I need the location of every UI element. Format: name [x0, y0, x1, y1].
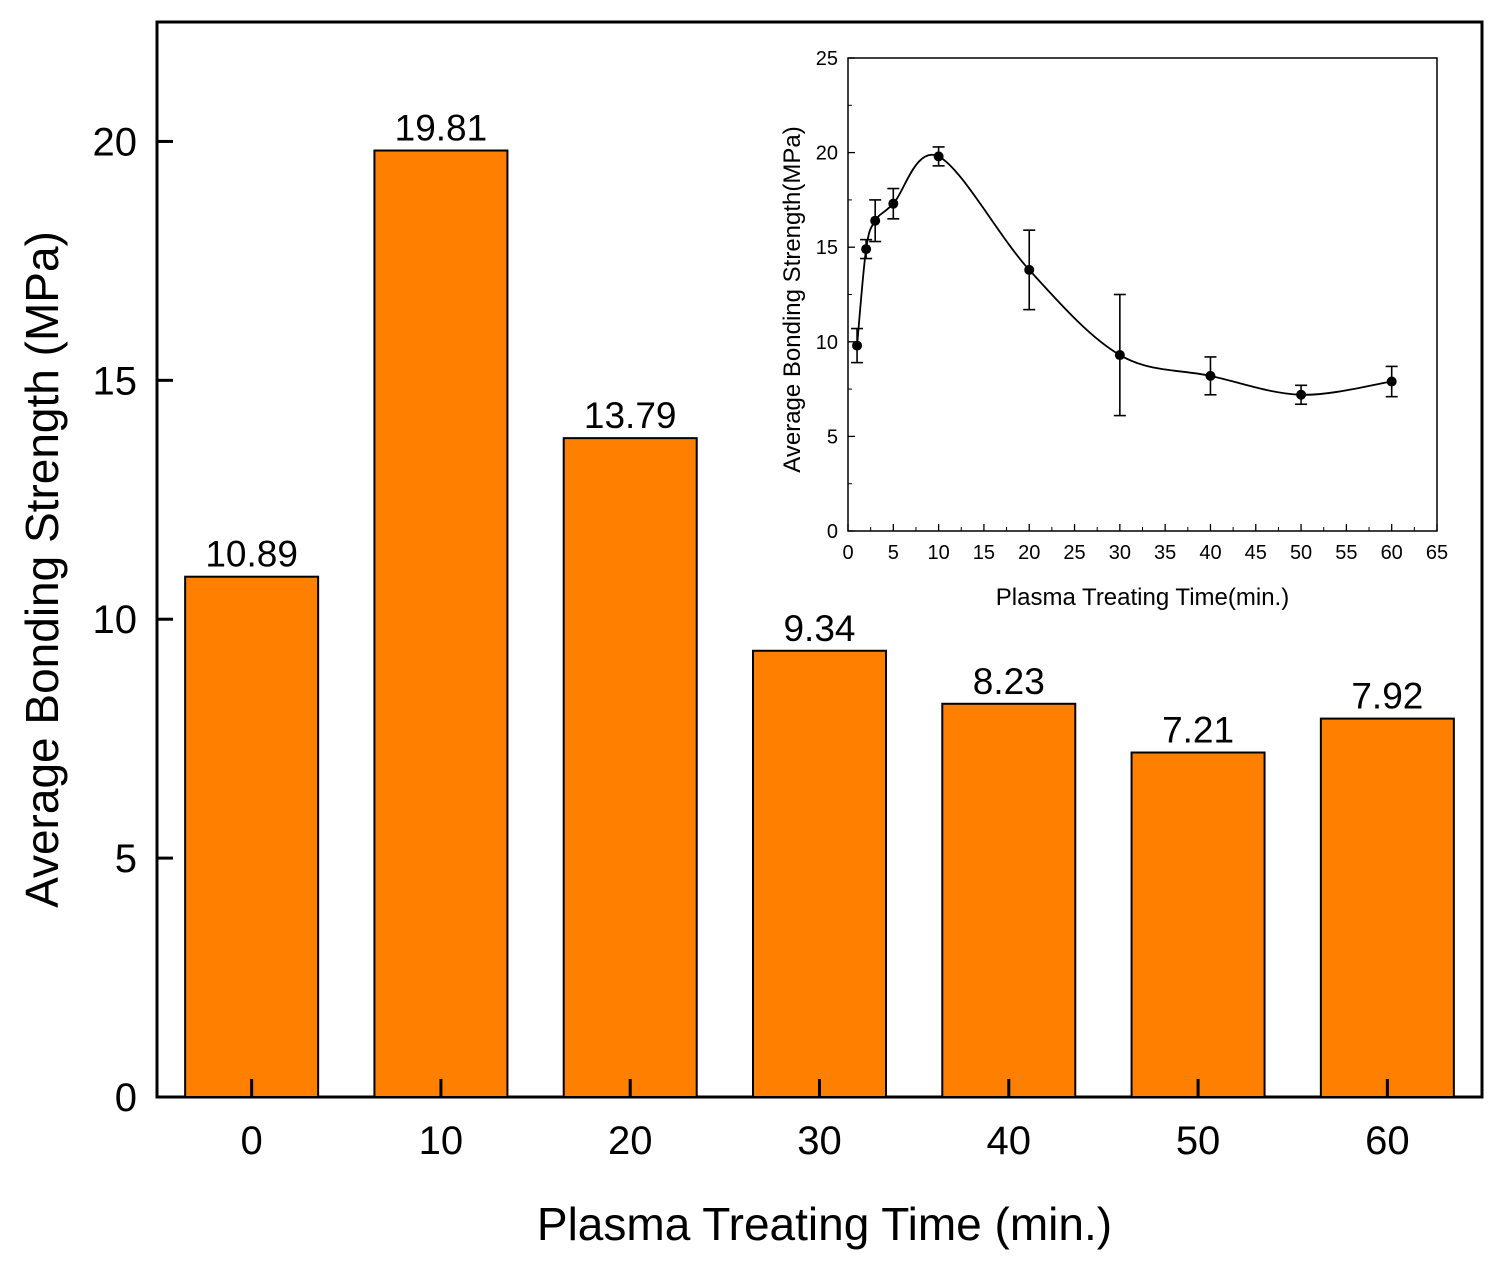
inset-point-1 [852, 340, 863, 351]
inset-point-10 [933, 151, 944, 162]
inset-point-60 [1386, 376, 1397, 387]
data-label-30: 9.34 [783, 608, 855, 649]
y-tick-label-5: 5 [115, 837, 137, 881]
x-tick-label-30: 30 [797, 1119, 842, 1163]
inset-y-tick-label-25: 25 [816, 48, 838, 70]
inset-x-tick-label-35: 35 [1154, 542, 1176, 564]
inset-point-5 [888, 198, 899, 209]
inset-plot-frame [847, 57, 1438, 532]
data-label-0: 10.89 [205, 534, 298, 575]
x-tick-label-40: 40 [987, 1119, 1032, 1163]
inset-x-tick-label-25: 25 [1063, 542, 1085, 564]
inset-point-3 [870, 215, 881, 226]
data-label-40: 8.23 [973, 661, 1045, 702]
inset-point-20 [1024, 264, 1035, 275]
inset-x-tick-label-5: 5 [888, 542, 899, 564]
inset-y-tick-label-10: 10 [816, 332, 838, 354]
x-tick-label-50: 50 [1176, 1119, 1221, 1163]
bar-50 [1130, 751, 1266, 1098]
inset-point-30 [1114, 350, 1125, 361]
inset-series-line [856, 153, 1392, 396]
bar-60 [1319, 717, 1455, 1098]
inset-x-tick-label-0: 0 [842, 542, 853, 564]
inset-x-tick-label-65: 65 [1426, 542, 1448, 564]
data-label-20: 13.79 [584, 395, 677, 436]
inset-x-tick-label-10: 10 [927, 542, 949, 564]
x-tick-label-60: 60 [1365, 1119, 1410, 1163]
x-tick-label-20: 20 [608, 1119, 653, 1163]
inset-x-tick-label-30: 30 [1109, 542, 1131, 564]
bar-10 [373, 149, 509, 1098]
bar-30 [752, 649, 887, 1098]
x-tick-label-0: 0 [241, 1119, 263, 1163]
inset-y-tick-label-5: 5 [827, 426, 838, 448]
inset-x-axis-title: Plasma Treating Time(min.) [996, 584, 1289, 611]
data-label-50: 7.21 [1162, 710, 1234, 751]
bar-0 [184, 575, 320, 1098]
y-axis-title: Average Bonding Strength (MPa) [16, 231, 68, 908]
inset-x-tick-label-60: 60 [1381, 542, 1403, 564]
inset-y-axis-title: Average Bonding Strength(MPa) [779, 126, 806, 472]
inset-x-tick-label-45: 45 [1245, 542, 1267, 564]
inset-x-tick-label-20: 20 [1018, 542, 1040, 564]
inset-x-tick-label-55: 55 [1335, 542, 1357, 564]
x-axis-title: Plasma Treating Time (min.) [537, 1198, 1112, 1250]
x-tick-label-10: 10 [419, 1119, 464, 1163]
inset-x-tick-label-50: 50 [1290, 542, 1312, 564]
inset-point-2 [861, 244, 872, 255]
data-label-10: 19.81 [395, 108, 488, 149]
bar-40 [941, 702, 1077, 1098]
inset-point-40 [1205, 370, 1216, 381]
data-label-60: 7.92 [1351, 676, 1423, 717]
inset-y-tick-label-0: 0 [827, 521, 838, 543]
inset-y-tick-label-15: 15 [816, 237, 838, 259]
inset-point-50 [1296, 389, 1307, 400]
inset-x-tick-label-40: 40 [1199, 542, 1221, 564]
y-tick-label-0: 0 [115, 1076, 137, 1120]
y-tick-label-20: 20 [93, 120, 138, 164]
y-tick-label-15: 15 [93, 359, 138, 403]
y-tick-label-10: 10 [93, 598, 138, 642]
bar-20 [562, 437, 698, 1098]
inset-x-tick-label-15: 15 [973, 542, 995, 564]
inset-y-tick-label-20: 20 [816, 143, 838, 165]
